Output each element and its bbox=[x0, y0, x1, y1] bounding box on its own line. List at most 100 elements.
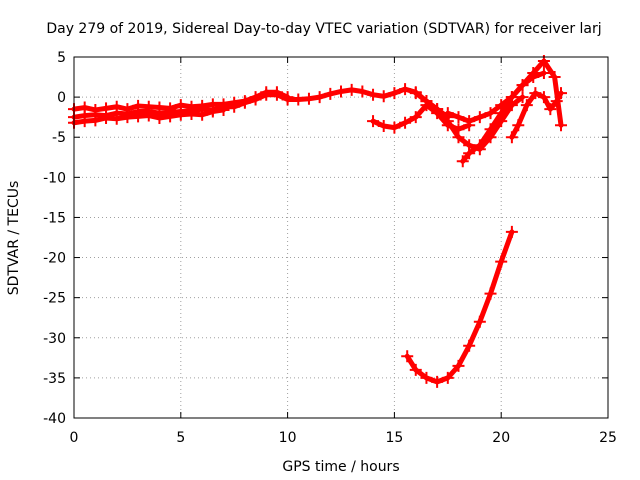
data-point bbox=[495, 99, 508, 112]
data-point bbox=[142, 100, 155, 113]
data-point bbox=[132, 99, 145, 112]
y-tick-label: 0 bbox=[57, 90, 66, 106]
series-deep-curve bbox=[401, 225, 518, 388]
data-point bbox=[409, 363, 422, 376]
data-point bbox=[505, 91, 518, 104]
data-point bbox=[174, 99, 187, 112]
data-point bbox=[420, 371, 433, 384]
data-point bbox=[153, 101, 166, 114]
x-tick-label: 5 bbox=[176, 430, 185, 446]
x-tick-label: 15 bbox=[385, 430, 403, 446]
data-point bbox=[249, 91, 262, 104]
data-point bbox=[431, 375, 444, 388]
data-point bbox=[550, 95, 563, 108]
data-point bbox=[505, 131, 518, 144]
data-point bbox=[377, 119, 390, 132]
data-point bbox=[153, 111, 166, 124]
data-point bbox=[409, 87, 422, 100]
x-tick-label: 25 bbox=[599, 430, 617, 446]
y-tick-label: -30 bbox=[43, 331, 66, 347]
data-point bbox=[516, 91, 529, 104]
data-point bbox=[544, 103, 557, 116]
data-point bbox=[302, 92, 315, 105]
data-point bbox=[345, 83, 358, 96]
data-point bbox=[537, 91, 550, 104]
data-point bbox=[196, 99, 209, 112]
x-axis-label: GPS time / hours bbox=[282, 459, 399, 475]
data-point bbox=[401, 350, 414, 363]
data-point bbox=[132, 110, 145, 123]
data-point bbox=[164, 102, 177, 115]
plot-border bbox=[73, 56, 609, 419]
data-point bbox=[377, 90, 390, 103]
y-tick-label: -10 bbox=[43, 170, 66, 186]
data-point bbox=[324, 87, 337, 100]
data-point bbox=[537, 55, 550, 68]
data-point bbox=[473, 111, 486, 124]
data-point bbox=[441, 107, 454, 120]
data-point bbox=[292, 93, 305, 106]
data-point bbox=[174, 108, 187, 121]
data-point bbox=[78, 115, 91, 128]
data-point bbox=[555, 87, 568, 100]
chart-title: Day 279 of 2019, Sidereal Day-to-day VTE… bbox=[46, 21, 601, 37]
data-point bbox=[452, 131, 465, 144]
data-marks bbox=[68, 55, 568, 388]
data-point bbox=[527, 67, 540, 80]
x-tick-label: 20 bbox=[492, 430, 510, 446]
series-trace bbox=[509, 90, 564, 140]
data-point bbox=[537, 67, 550, 80]
data-point bbox=[185, 100, 198, 113]
series-late-branch bbox=[505, 87, 568, 144]
data-point bbox=[452, 359, 465, 372]
y-tick-label: -15 bbox=[43, 210, 66, 226]
data-point bbox=[420, 95, 433, 108]
data-point bbox=[516, 79, 529, 92]
data-point bbox=[260, 86, 273, 99]
data-point bbox=[78, 101, 91, 114]
data-point bbox=[121, 103, 134, 116]
data-point bbox=[238, 95, 251, 108]
data-point bbox=[270, 86, 283, 99]
series-trace bbox=[404, 229, 515, 385]
data-point bbox=[452, 111, 465, 124]
data-point bbox=[388, 87, 401, 100]
data-point bbox=[399, 116, 412, 129]
y-tick-label: -25 bbox=[43, 291, 66, 307]
series-rise-to-peak bbox=[441, 55, 568, 132]
data-point bbox=[217, 98, 230, 111]
y-tick-label: -5 bbox=[52, 130, 66, 146]
data-point bbox=[431, 103, 444, 116]
x-tick-label: 10 bbox=[279, 430, 297, 446]
data-point bbox=[110, 100, 123, 113]
data-point bbox=[463, 115, 476, 128]
y-axis-ticks: 5 0 -5 -10 -15 -20 -25 -30 -35 -40 bbox=[43, 50, 608, 427]
data-point bbox=[520, 99, 533, 112]
data-point bbox=[228, 96, 241, 109]
x-axis-ticks: 0 5 10 15 20 25 bbox=[70, 57, 617, 446]
data-point bbox=[555, 119, 568, 132]
data-point bbox=[100, 111, 113, 124]
data-point bbox=[409, 111, 422, 124]
data-point bbox=[206, 98, 219, 111]
data-point bbox=[529, 87, 542, 100]
data-point bbox=[463, 147, 476, 160]
data-point bbox=[512, 119, 525, 132]
data-point bbox=[548, 71, 561, 84]
data-point bbox=[388, 121, 401, 134]
data-point bbox=[399, 83, 412, 96]
data-point bbox=[335, 85, 347, 98]
data-point bbox=[89, 103, 102, 116]
y-axis-label: SDTVAR / TECUs bbox=[6, 181, 22, 296]
data-point bbox=[89, 114, 102, 127]
data-point bbox=[484, 123, 497, 136]
series-offset-lower bbox=[68, 103, 230, 129]
data-point bbox=[495, 255, 508, 268]
data-point bbox=[281, 91, 294, 104]
y-tick-label: 5 bbox=[57, 50, 66, 66]
data-point bbox=[484, 107, 497, 120]
series-upper-jitter bbox=[68, 86, 294, 116]
y-tick-label: -35 bbox=[43, 371, 66, 387]
data-point bbox=[356, 85, 369, 98]
